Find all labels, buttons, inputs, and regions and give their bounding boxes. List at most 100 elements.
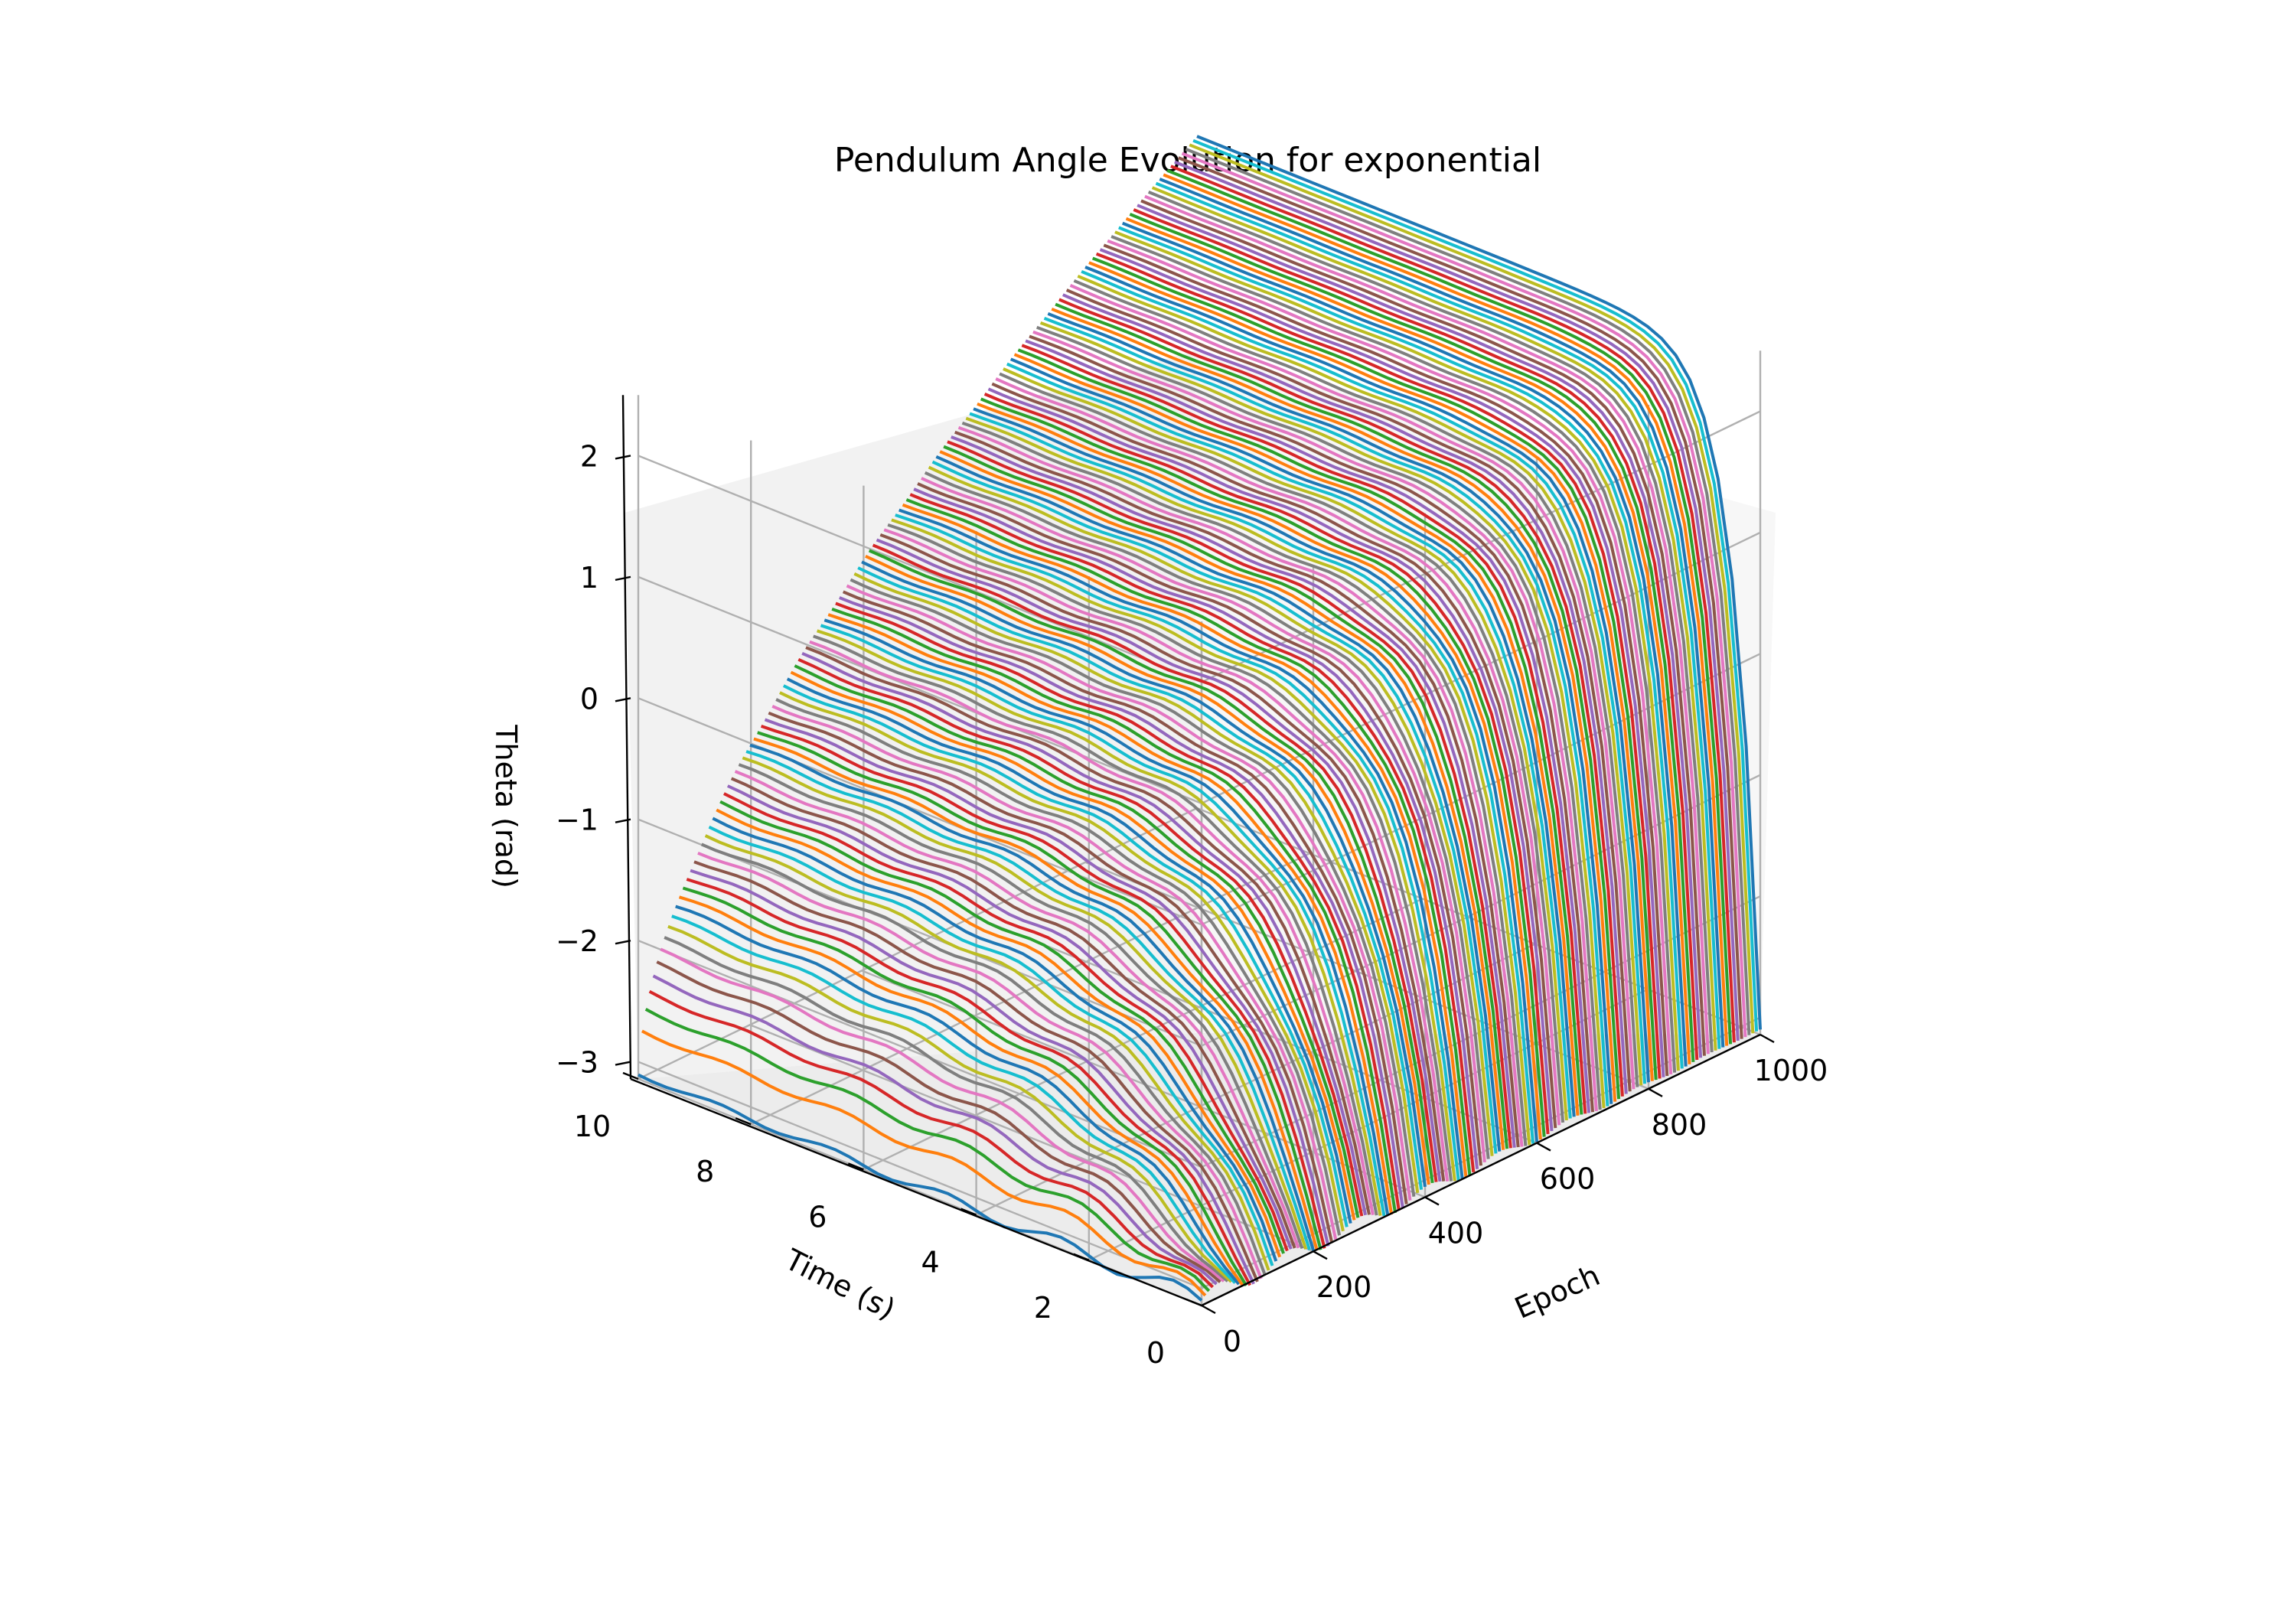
trajectory-line (1081, 269, 1647, 1084)
trajectory-line (1077, 274, 1643, 1086)
trajectory-line (764, 718, 1330, 1247)
trajectory-line (861, 560, 1427, 1188)
y-tick-mark (847, 1162, 864, 1171)
trajectory-line (730, 777, 1296, 1249)
trajectory-line (768, 711, 1334, 1244)
trajectory-line (939, 450, 1505, 1150)
x-axis-label: Epoch (1510, 1258, 1605, 1325)
trajectory-line (1058, 298, 1624, 1097)
trajectory-line (902, 503, 1468, 1178)
trajectory-line (738, 763, 1304, 1250)
trajectory-line (853, 572, 1420, 1194)
trajectory-line (1069, 284, 1636, 1090)
z-tick-label: −3 (556, 1046, 598, 1080)
trajectory-line (961, 421, 1528, 1146)
z-tick-label: 2 (580, 439, 598, 473)
x-tick-label: 0 (1223, 1325, 1241, 1358)
trajectory-line (887, 523, 1453, 1182)
trajectory-line (969, 412, 1535, 1144)
trajectory-line (708, 825, 1274, 1266)
trajectory-line (671, 914, 1237, 1284)
trajectory-line (1166, 168, 1733, 1045)
trajectory-line (1181, 152, 1747, 1038)
trajectory-line (704, 834, 1270, 1271)
trajectory-line (745, 750, 1312, 1251)
trajectory-line (723, 792, 1289, 1252)
trajectory-line (846, 584, 1412, 1201)
trajectory-line (1147, 191, 1714, 1053)
trajectory-line (726, 784, 1293, 1250)
y-tick-label: 8 (696, 1155, 714, 1188)
trajectory-line (1110, 235, 1677, 1073)
x-tick-mark (1201, 1304, 1216, 1315)
trajectory-line (1025, 339, 1591, 1113)
trajectory-line (831, 608, 1397, 1214)
trajectory-line (686, 878, 1252, 1286)
y-tick-label: 2 (1034, 1291, 1052, 1325)
y-tick-mark (735, 1117, 752, 1126)
trajectory-line (1088, 261, 1654, 1081)
trajectory-line (987, 387, 1554, 1132)
trajectory-line (667, 924, 1233, 1283)
trajectory-line (820, 624, 1386, 1217)
trajectory-line (1163, 173, 1729, 1046)
trajectory-line (931, 460, 1498, 1154)
trajectory-line (693, 860, 1259, 1283)
y-tick-label: 4 (921, 1246, 940, 1279)
trajectory-line (1114, 230, 1680, 1071)
trajectory-line (682, 886, 1248, 1286)
trajectory-line (924, 471, 1490, 1159)
y-tick-mark (622, 1071, 639, 1081)
axes: 0 200 400 600 800 1000 0 2 4 6 8 10 −3 −2 −1 0 1 2 (556, 395, 1828, 1370)
trajectory-line (983, 393, 1550, 1135)
x-tick-mark (1313, 1250, 1328, 1260)
trajectory-line (1189, 143, 1755, 1034)
trajectory-line (977, 402, 1542, 1140)
trajectory-line (794, 664, 1360, 1218)
x-axis-line (1201, 1033, 1761, 1307)
x-tick-label: 200 (1316, 1270, 1372, 1304)
trajectory-line (928, 465, 1494, 1156)
trajectory-line (1140, 199, 1706, 1056)
trajectory-line (809, 640, 1375, 1215)
y-tick-mark (1073, 1253, 1090, 1261)
trajectory-line (850, 578, 1416, 1197)
trajectory-line (1036, 325, 1602, 1110)
trajectory-line (779, 691, 1345, 1232)
z-axis-line (621, 395, 632, 1080)
x-tick-label: 400 (1428, 1216, 1484, 1250)
z-axis-label: Theta (rad) (489, 724, 523, 888)
trajectory-line (1065, 288, 1632, 1092)
trajectory-line (786, 677, 1352, 1224)
trajectory-line (664, 936, 1229, 1283)
trajectory-line (797, 657, 1364, 1217)
trajectory-line (1051, 307, 1617, 1102)
trajectory-line (965, 416, 1531, 1146)
trajectory-line (991, 382, 1557, 1129)
trajectory-line (895, 513, 1460, 1181)
trajectory-line (753, 737, 1319, 1251)
z-tick-mark (615, 1061, 631, 1066)
trajectory-line (835, 601, 1401, 1211)
x-tick-label: 1000 (1754, 1054, 1828, 1087)
trajectory-line (816, 629, 1382, 1216)
trajectory-line (678, 895, 1244, 1286)
y-tick-mark (960, 1208, 977, 1216)
trajectory-line (995, 377, 1561, 1126)
trajectory-line (954, 430, 1520, 1148)
trajectory-line (813, 634, 1378, 1216)
trajectory-line (716, 808, 1282, 1258)
z-tick-label: 0 (580, 682, 598, 715)
trajectory-line (1137, 204, 1703, 1058)
trajectory-line (700, 843, 1267, 1276)
trajectory-line (1006, 362, 1572, 1119)
trajectory-line (690, 869, 1255, 1285)
y-tick-label: 0 (1146, 1336, 1165, 1370)
trajectory-line (1159, 178, 1725, 1048)
trajectory-line (648, 989, 1214, 1289)
z-tick-label: 1 (580, 561, 598, 595)
trajectory-line (1032, 330, 1598, 1112)
trajectory-line (899, 508, 1464, 1180)
trajectory-line (980, 397, 1546, 1137)
trajectory-line (675, 905, 1241, 1286)
